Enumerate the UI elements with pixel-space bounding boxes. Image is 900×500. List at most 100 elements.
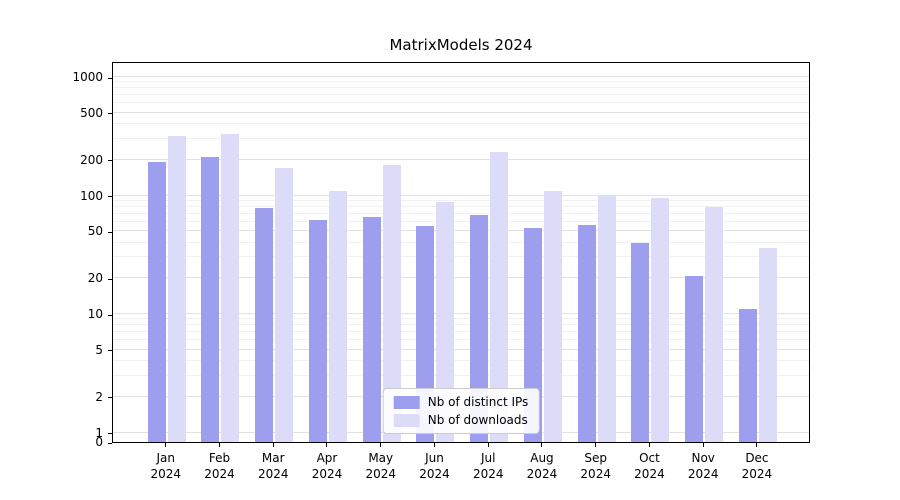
legend-label-distinct-ips: Nb of distinct IPs [427, 395, 529, 409]
bar-downloads [221, 134, 240, 442]
gridline [113, 76, 809, 77]
legend-swatch-downloads [393, 413, 420, 427]
gridline [113, 360, 809, 362]
bar-downloads [705, 206, 724, 442]
gridline [113, 220, 809, 222]
x-tick-label: Jun 2024 [419, 451, 450, 481]
bar-distinct-ips [201, 157, 220, 442]
legend-item-distinct-ips: Nb of distinct IPs [393, 395, 529, 409]
bar-distinct-ips [362, 216, 381, 442]
x-tick-label: Nov 2024 [687, 451, 719, 481]
gridline [113, 205, 809, 207]
x-tick [433, 443, 435, 447]
y-tick-label: 500 [80, 105, 103, 120]
x-tick-label: May 2024 [365, 451, 396, 481]
y-tick-label: 50 [87, 224, 103, 239]
bar-downloads [275, 168, 294, 442]
y-tick-label: 1 [95, 425, 103, 440]
x-tick-label: Oct 2024 [634, 451, 665, 481]
gridline [113, 199, 809, 201]
gridline [113, 374, 809, 376]
legend: Nb of distinct IPs Nb of downloads [382, 388, 540, 434]
x-tick [595, 443, 597, 447]
plot-area [112, 62, 810, 443]
y-tick-label: 10 [87, 307, 103, 321]
bar-downloads [651, 198, 670, 442]
bar-downloads [167, 135, 186, 442]
bar-distinct-ips [631, 242, 650, 442]
x-tick [648, 443, 650, 447]
gridline [113, 212, 809, 214]
gridline [113, 324, 809, 326]
bar-distinct-ips [308, 220, 327, 442]
y-tick [108, 278, 112, 280]
x-tick-label: Sep 2024 [580, 451, 611, 481]
y-tick [108, 160, 112, 162]
gridline [113, 318, 809, 320]
bar-downloads [543, 190, 562, 442]
y-tick [108, 350, 112, 352]
bar-downloads [328, 190, 347, 442]
y-tick [108, 77, 112, 79]
gridline [113, 111, 809, 113]
x-tick-label: Jan 2024 [150, 451, 181, 481]
gridline [113, 158, 809, 160]
gridline [113, 194, 809, 196]
y-tick [108, 442, 112, 444]
bar-distinct-ips [685, 275, 704, 442]
y-tick [108, 113, 112, 115]
bar-downloads [382, 165, 401, 442]
x-tick [326, 443, 328, 447]
gridline [113, 87, 809, 89]
gridline [113, 313, 809, 314]
x-tick [756, 443, 758, 447]
legend-item-downloads: Nb of downloads [393, 413, 529, 427]
chart-title: MatrixModels 2024 [389, 36, 533, 54]
x-tick [541, 443, 543, 447]
x-tick [272, 443, 274, 447]
y-tick-label: 200 [80, 152, 103, 167]
bar-downloads [758, 248, 777, 442]
y-tick [108, 433, 112, 434]
x-tick-label: Feb 2024 [204, 451, 235, 481]
legend-swatch-distinct-ips [393, 395, 420, 409]
bar-downloads [490, 151, 509, 442]
x-tick [218, 443, 220, 447]
y-tick-label: 0 [95, 435, 103, 449]
bar-distinct-ips [738, 309, 757, 442]
gridline [113, 277, 809, 279]
legend-label-downloads: Nb of downloads [427, 413, 528, 427]
bar-distinct-ips [147, 162, 166, 442]
bar-distinct-ips [255, 208, 274, 442]
gridline [113, 339, 809, 341]
x-tick [380, 443, 382, 447]
y-tick-label: 20 [87, 271, 103, 286]
gridline [113, 137, 809, 139]
bar-downloads [436, 202, 455, 442]
x-tick [487, 443, 489, 447]
y-tick-label: 100 [80, 188, 103, 203]
gridline [113, 331, 809, 333]
gridline [113, 230, 809, 232]
y-tick [108, 314, 112, 316]
x-tick-label: Mar 2024 [257, 451, 289, 481]
y-tick [108, 231, 112, 233]
gridline [113, 102, 809, 104]
x-tick [702, 443, 704, 447]
gridline [113, 94, 809, 96]
x-tick [165, 443, 167, 447]
x-tick-label: Aug 2024 [526, 451, 558, 481]
gridline [113, 256, 809, 258]
x-tick-label: Jul 2024 [472, 451, 504, 481]
y-tick-label: 5 [95, 342, 103, 357]
x-tick-label: Dec 2024 [741, 451, 773, 481]
gridline [113, 348, 809, 350]
gridline [113, 241, 809, 243]
x-tick-label: Apr 2024 [311, 451, 343, 481]
bar-downloads [597, 195, 616, 442]
bar-distinct-ips [577, 225, 596, 442]
gridline [113, 123, 809, 125]
y-tick-label: 1000 [72, 70, 103, 84]
bar-distinct-ips [470, 215, 489, 442]
